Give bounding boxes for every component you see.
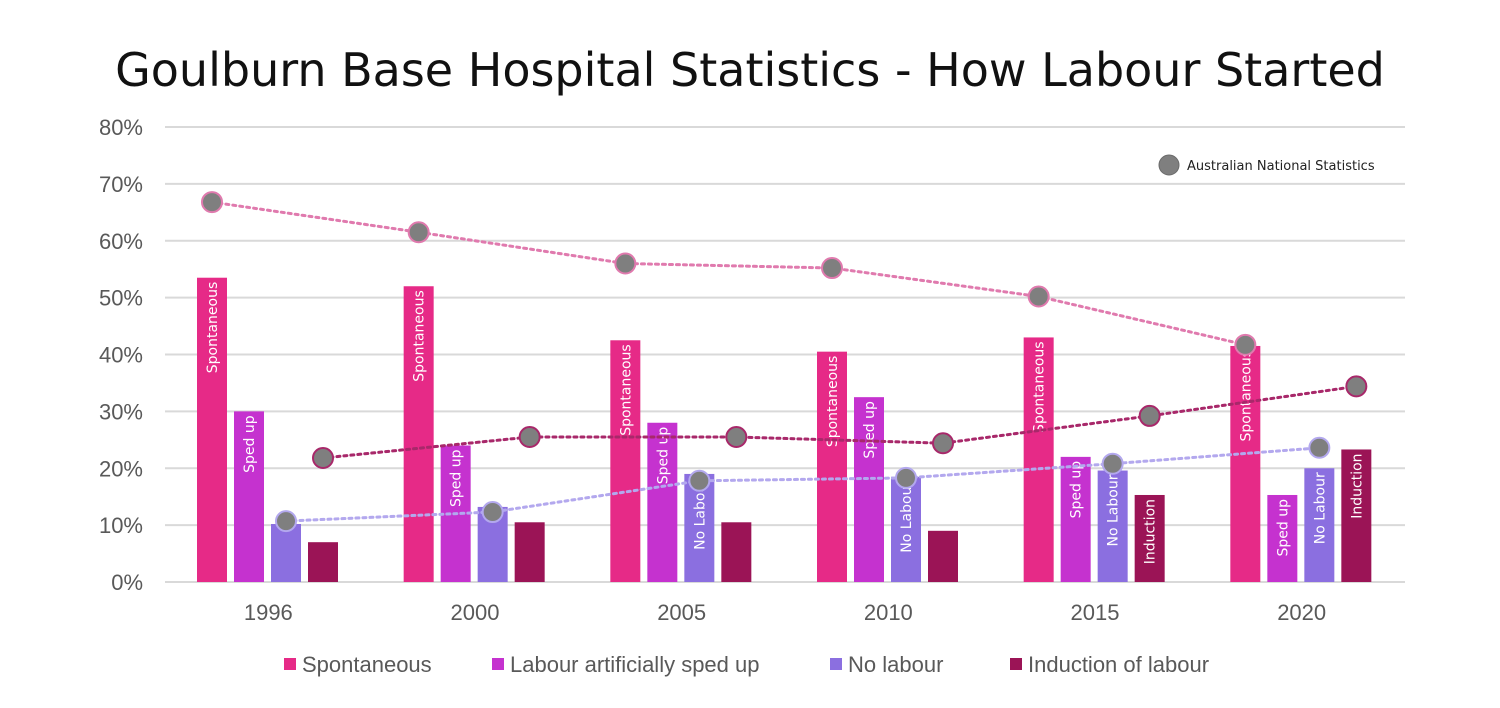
bar-label: Sped up [449,449,465,507]
bar-labels: Spontaneous Spontaneous Spontaneous Spontan… [205,282,1365,565]
bar-label: Spontaneous [1032,341,1048,433]
national-point [1234,333,1257,356]
bar-induction-of-labour [721,522,752,582]
y-tick-label: 10% [99,513,143,538]
bar-labour-artificially-sped-up [1060,456,1091,582]
bar-label: Sped up [1275,499,1291,557]
bar-label: No Labour [1106,474,1122,546]
x-category-label: 2015 [1071,600,1120,625]
x-category-label: 1996 [244,600,293,625]
bar-no-labour [684,473,715,582]
national-point [312,447,334,470]
national-line-no-labour [284,446,1321,523]
y-tick-label: 70% [99,172,143,197]
bar-label: No Labour [692,478,708,550]
legend-swatch [284,658,296,670]
bar-label: Sped up [655,427,671,485]
bar-label: Sped up [1069,461,1085,519]
national-point [1345,375,1368,398]
y-axis: 0% 10% 20% 30% 40% 50% 60% 70% 80% [99,115,143,595]
bar-label: No Labour [1312,472,1328,544]
bar-induction-of-labour [1134,494,1165,582]
x-category-label: 2020 [1277,600,1326,625]
bar-label: Spontaneous [618,344,634,436]
y-tick-label: 0% [111,570,143,595]
national-point [932,432,954,455]
legend-swatch [830,658,842,670]
bar-label: Sped up [862,401,878,459]
bar-label: Spontaneous [1238,350,1254,442]
bar-spontaneous [817,351,847,582]
legend-label: Induction of labour [1028,652,1209,677]
national-point [1308,436,1331,459]
bar-no-labour [1304,468,1335,582]
bar-labour-artificially-sped-up [854,397,884,582]
legend-swatch [1010,658,1022,670]
national-point [201,191,223,214]
bar-induction-of-labour [308,542,338,582]
bar-labour-artificially-sped-up [1267,494,1298,582]
national-point [481,501,504,524]
bar-spontaneous [403,286,434,582]
national-line-spontaneous [210,200,1247,347]
y-tick-label: 30% [99,399,143,424]
national-point [1101,452,1124,475]
bar-spontaneous [1023,337,1054,582]
national-line-induction-of-labour [321,384,1358,460]
bar-labour-artificially-sped-up [234,411,264,582]
national-point [725,425,748,448]
national-point [895,466,917,489]
y-tick-label: 80% [99,115,143,140]
bar-label: Spontaneous [412,290,428,382]
legend-label: No labour [848,652,943,677]
bar-spontaneous [1230,345,1261,582]
national-points [201,191,1368,533]
national-lines [210,200,1358,523]
x-category-label: 2000 [451,600,500,625]
bar-label: Sped up [242,415,258,473]
national-point [1138,404,1161,427]
bar-label: Induction [1143,499,1159,564]
y-tick-label: 50% [99,286,143,311]
bar-no-labour [271,523,301,582]
legend-swatch [492,658,504,670]
legend-label: Spontaneous [302,652,432,677]
x-category-label: 2010 [864,600,913,625]
bar-label: Spontaneous [825,356,841,448]
legend-label: Labour artificially sped up [510,652,759,677]
chart-title: Goulburn Base Hospital Statistics - How … [115,43,1385,97]
national-point [821,257,843,280]
bar-no-labour [1097,470,1128,582]
bar-label: Induction [1349,453,1365,518]
grid [165,126,1405,583]
x-axis: 1996 2000 2005 2010 2015 2020 [244,600,1326,625]
national-point [614,252,637,275]
legend: Spontaneous Labour artificially sped up No… [284,652,1209,677]
y-tick-label: 60% [99,229,143,254]
bar-label: No Labour [899,481,915,553]
bar-induction-of-labour [514,522,545,582]
bar-induction-of-labour [1341,449,1372,582]
national-point [275,510,297,533]
bar-spontaneous [610,340,641,582]
national-point [407,221,430,244]
national-point [1027,285,1050,308]
national-point [688,469,711,492]
national-point [518,425,541,448]
bar-label: Spontaneous [205,282,221,374]
bar-induction-of-labour [928,530,958,582]
x-category-label: 2005 [657,600,706,625]
national-legend: Australian National Statistics [1158,154,1375,176]
national-legend-marker [1158,154,1180,176]
y-tick-label: 20% [99,456,143,481]
y-tick-label: 40% [99,343,143,368]
bar-labour-artificially-sped-up [647,422,678,582]
national-legend-label: Australian National Statistics [1187,159,1375,174]
bar-spontaneous [197,277,227,582]
bar-no-labour [891,476,921,582]
bars [197,277,1372,582]
